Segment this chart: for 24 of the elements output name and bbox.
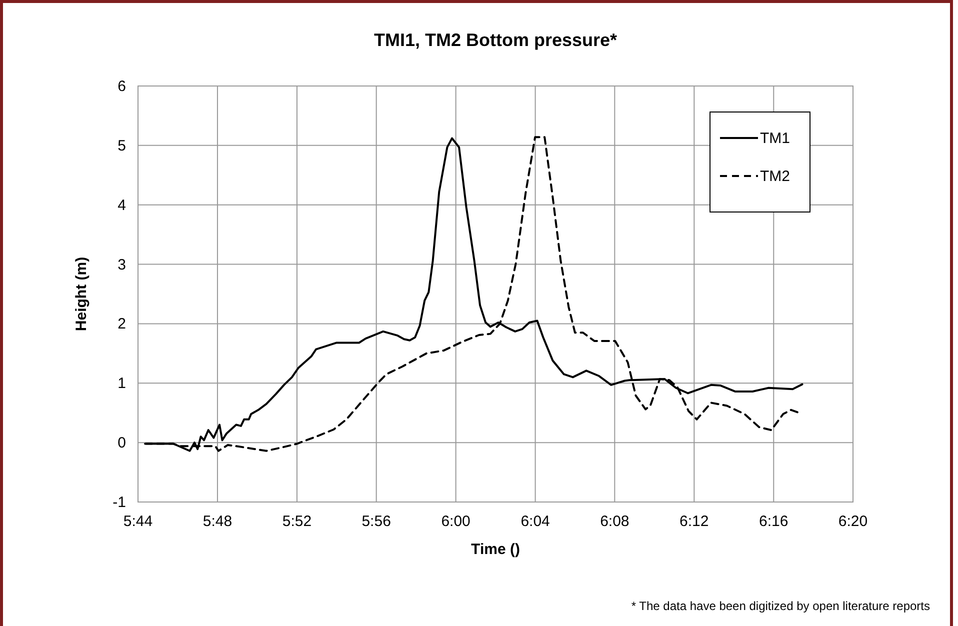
x-tick-label: 6:04 (520, 513, 550, 530)
text: * The data have been digitized by open literature reports (631, 599, 930, 613)
y-tick-label: 1 (118, 375, 126, 392)
y-tick-label: 5 (118, 137, 126, 154)
legend-label: TM2 (760, 168, 790, 185)
x-tick-label: 5:48 (202, 513, 232, 530)
x-tick-label: 5:44 (123, 513, 153, 530)
y-tick-label: 0 (118, 434, 126, 452)
x-tick-label: 5:52 (282, 513, 312, 530)
x-tick-label: 5:56 (362, 513, 391, 530)
x-tick-label: 6:08 (600, 513, 630, 530)
x-tick-label: 6:12 (680, 513, 709, 530)
x-tick-label: 6:20 (838, 513, 868, 530)
x-axis-title: Time () (471, 541, 520, 558)
y-tick-label: -1 (112, 494, 126, 511)
legend-label: TM1 (760, 130, 790, 147)
y-tick-label: 4 (118, 196, 126, 214)
y-tick-label: 2 (118, 316, 126, 333)
x-tick-label: 6:16 (759, 513, 788, 530)
x-tick-label: 6:00 (441, 513, 470, 530)
y-tick-label: 6 (118, 78, 126, 95)
chart-title: TMI1, TM2 Bottom pressure* (374, 30, 618, 50)
y-axis-title: Height (m) (73, 256, 90, 332)
y-tick-label: 3 (118, 256, 126, 274)
